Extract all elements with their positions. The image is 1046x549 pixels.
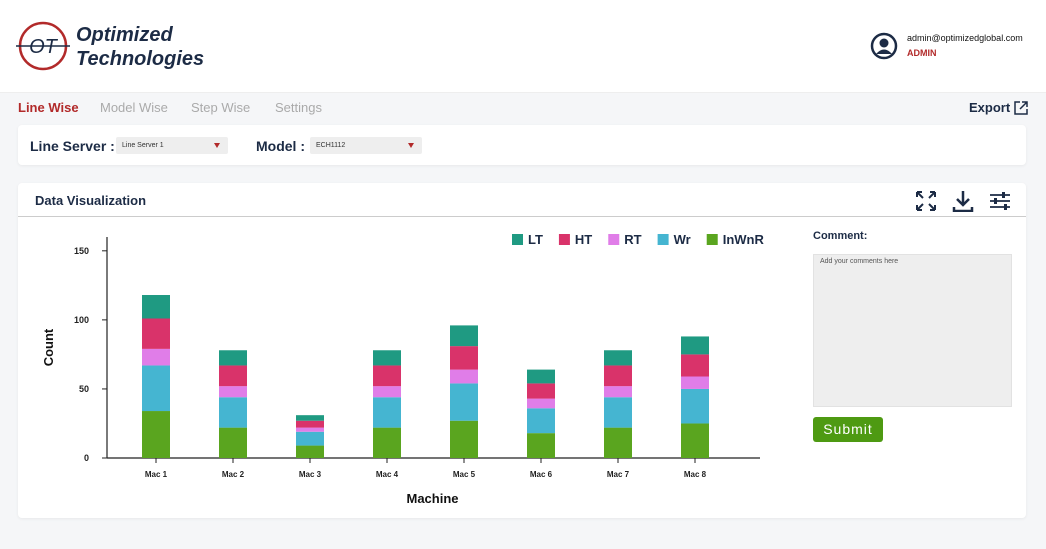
bar-segment [373,386,401,398]
bar-segment [219,365,247,387]
tab[interactable]: Settings [275,100,322,115]
bar-segment [142,411,170,458]
bar-segment [450,325,478,347]
y-axis-label: Count [41,328,56,366]
bar-segment [604,427,632,458]
bar-segment [681,388,709,424]
panel-tools[interactable] [915,190,1015,212]
export[interactable]: Export [969,100,1011,115]
brand: Optimized Technologies [76,23,204,71]
x-tick-label: Mac 6 [530,470,553,479]
y-tick-label: 50 [79,384,89,394]
bar-segment [604,386,632,398]
x-axis-label: Machine [406,491,458,506]
bar-segment [296,415,324,421]
x-tick-label: Mac 2 [222,470,245,479]
comment-box[interactable]: Add your comments here [813,254,1012,407]
x-tick-label: Mac 4 [376,470,399,479]
bar-segment [450,346,478,370]
bar-segment [142,365,170,412]
bar-segment [142,318,170,349]
x-tick-label: Mac 3 [299,470,322,479]
legend-label: HT [575,232,592,247]
select[interactable]: Line Server 1 [116,137,228,154]
submit-button[interactable]: Submit [813,417,883,442]
legend-swatch [558,234,570,245]
bar-segment [604,397,632,428]
x-tick-label: Mac 1 [145,470,168,479]
bar-segment [296,431,324,446]
x-tick-label: Mac 7 [607,470,630,479]
logo: OT [16,21,70,71]
bar-segment [527,433,555,458]
bar-segment [527,408,555,434]
bar-segment [527,383,555,399]
logo-mark: OT [29,36,59,58]
x-tick-label: Mac 5 [453,470,476,479]
legend-label: Wr [674,232,691,247]
bar-segment [296,427,324,432]
legend-swatch [657,234,669,245]
legend-swatch [706,234,718,245]
legend-swatch [608,234,620,245]
brand-line: Technologies [76,48,205,70]
bar-segment [142,295,170,319]
user-icon[interactable] [870,32,898,60]
y-tick-label: 0 [84,453,89,463]
select[interactable]: ECH1112 [310,137,422,154]
bar-segment [604,350,632,366]
legend-label: InWnR [723,232,765,247]
bar-segment [219,397,247,428]
header: OT Optimized Technologies admin@optimize… [0,0,1046,93]
comment-label: Comment: [813,230,868,242]
bar-segment [450,420,478,458]
bar-segment [681,336,709,355]
bar-segment [681,354,709,377]
bar-segment [681,376,709,389]
chart: 0 50 100 150 Count Machine Mac 1 Mac 2 Mac 3 Mac … [41,232,765,506]
bar-segment [527,369,555,384]
bar-segment [373,397,401,428]
user-role: ADMIN [907,48,937,58]
bar-segment [219,350,247,366]
legend-label: RT [624,232,641,247]
panel-title: Data Visualization [35,193,147,208]
brand-line: Optimized [76,24,173,46]
bar-segment [373,350,401,366]
divider [18,216,1026,217]
bar-segment [527,398,555,409]
bar-segment [450,369,478,384]
bar-segment [296,420,324,428]
bar-segment [373,365,401,387]
export-icon[interactable] [1013,100,1029,116]
tab[interactable]: Line Wise [18,100,79,115]
y-tick-label: 100 [74,315,89,325]
bar-segment [604,365,632,387]
y-tick-label: 150 [74,246,89,256]
bar-segment [296,445,324,458]
bar-segment [219,386,247,398]
tab[interactable]: Model Wise [100,100,168,115]
user-email: admin@optimizedglobal.com [907,33,1023,43]
filter-label: Model : [256,138,305,154]
legend-swatch [512,234,523,245]
legend-label: LT [528,232,543,247]
bar-segment [450,383,478,421]
tab[interactable]: Step Wise [191,100,251,115]
bar-segment [681,423,709,458]
filter-label: Line Server : [30,138,115,154]
bar-segment [219,427,247,458]
bar-segment [142,348,170,366]
x-tick-label: Mac 8 [684,470,707,479]
bar-segment [373,427,401,458]
